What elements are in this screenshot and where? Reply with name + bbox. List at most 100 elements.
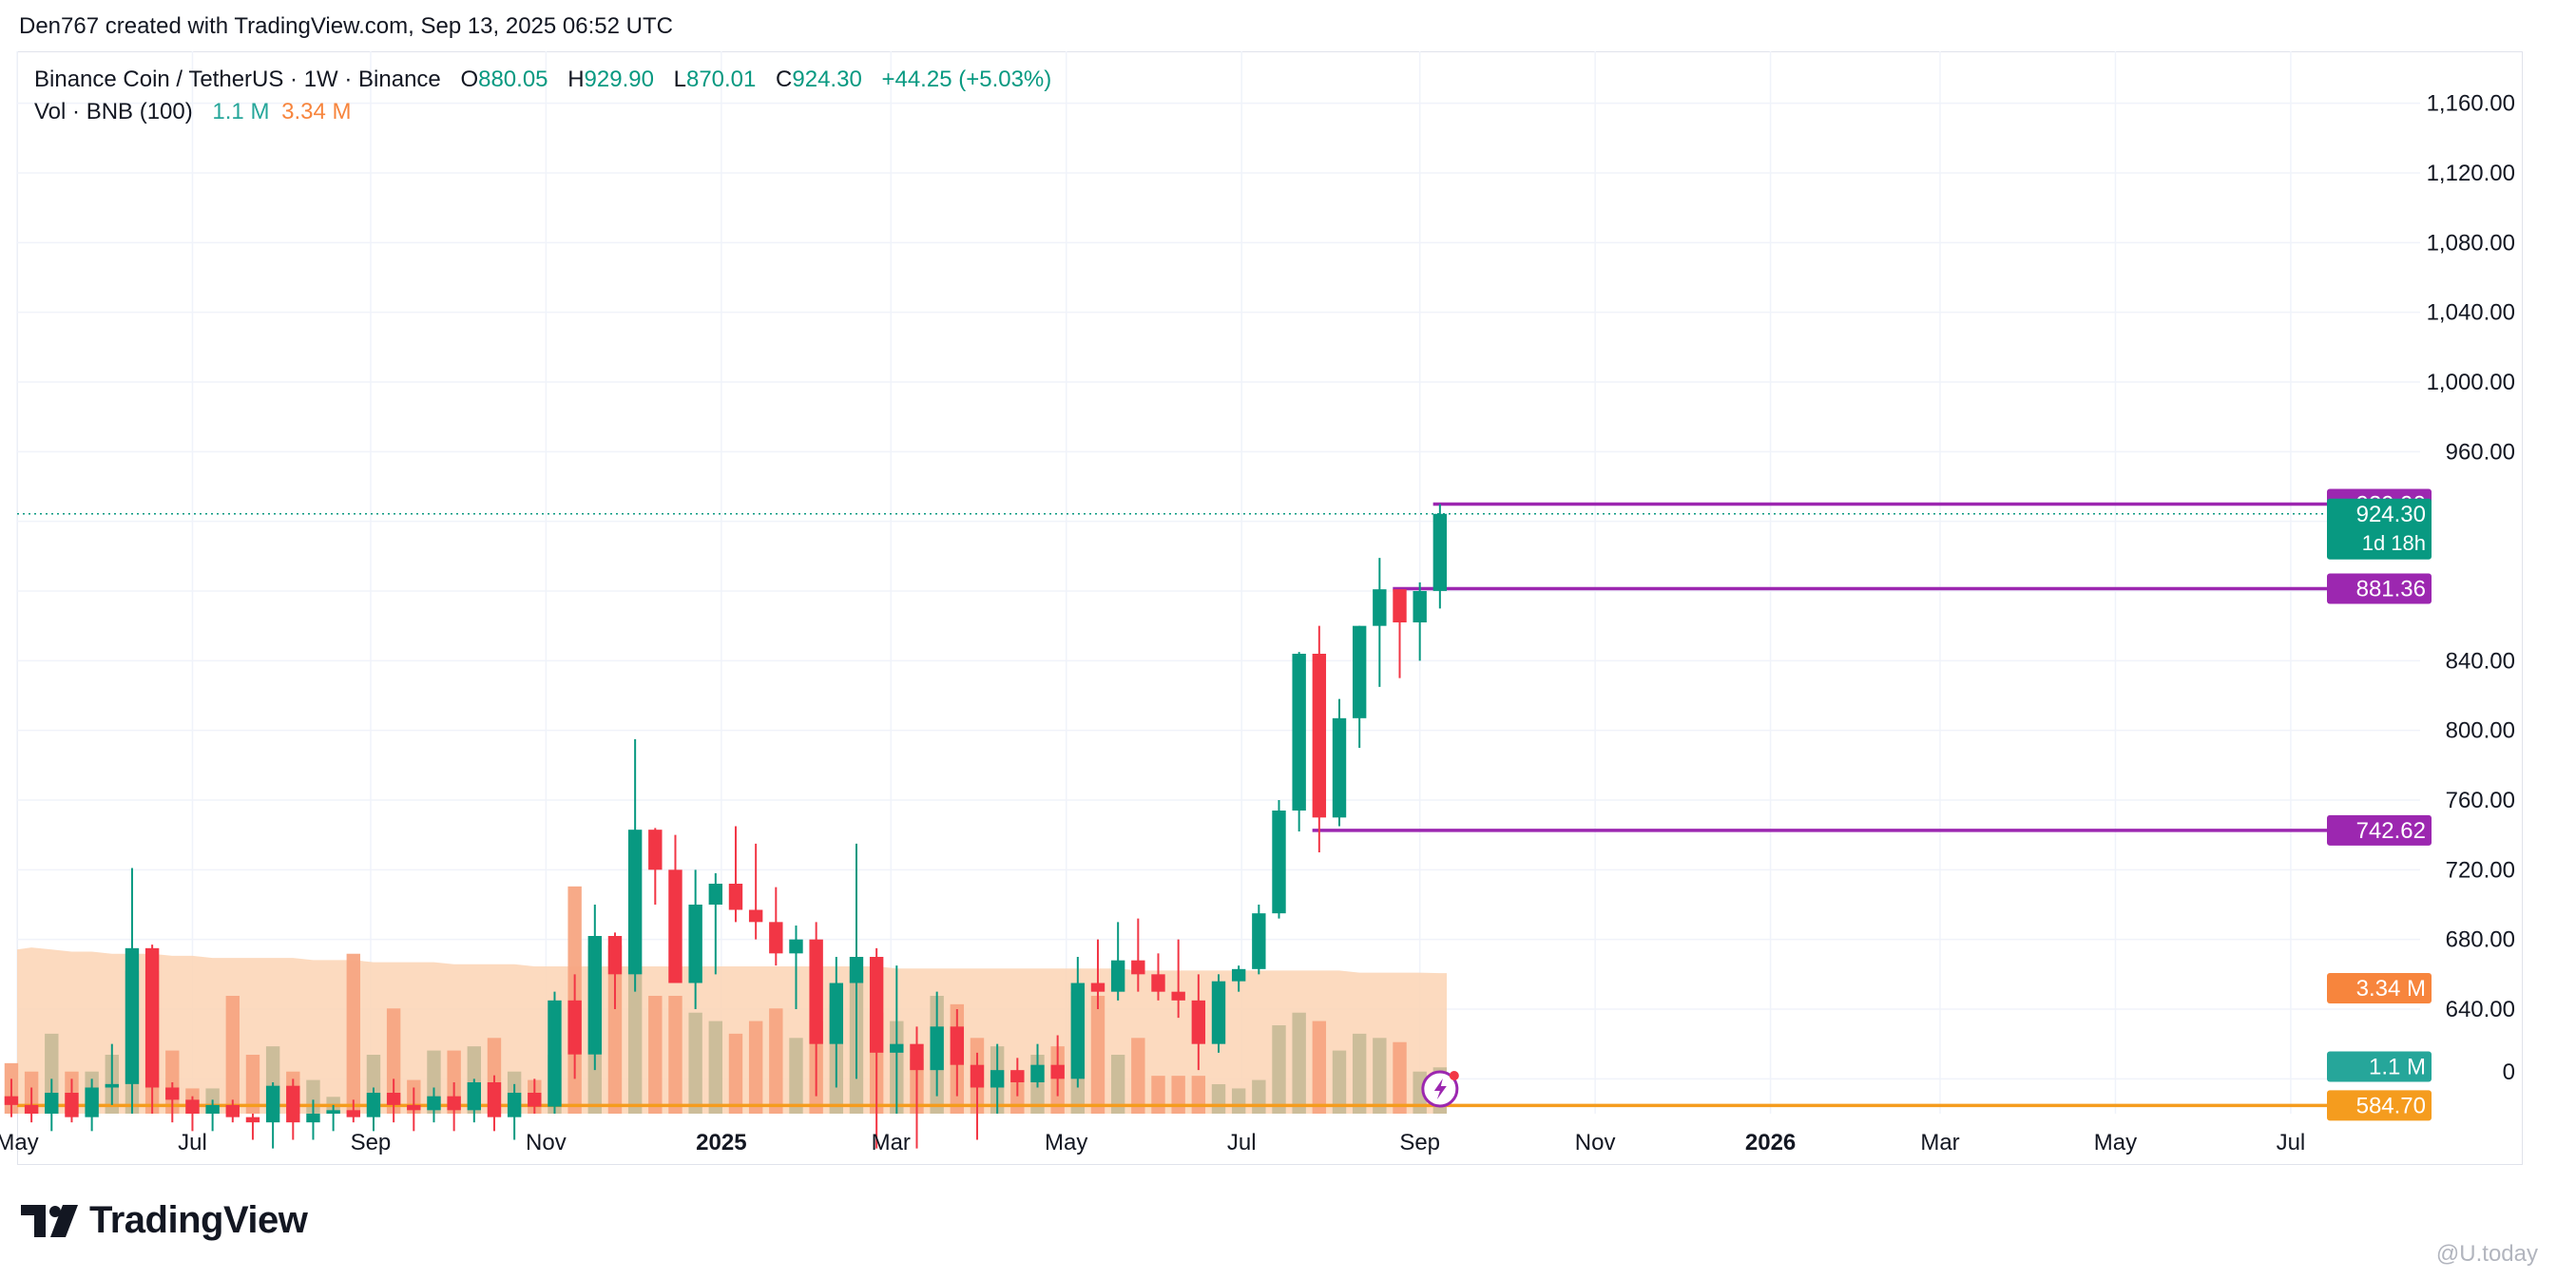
candle-body (306, 1114, 320, 1123)
y-axis-tick-label: 1,000.00 (2427, 370, 2515, 395)
candle-body (185, 1099, 200, 1114)
y-axis-tick-label: 1,120.00 (2427, 161, 2515, 186)
candle-body (809, 939, 823, 1044)
candle-body (1393, 589, 1407, 622)
y-axis-tick-label: 760.00 (2446, 788, 2515, 813)
candle-body (1231, 968, 1246, 982)
volume-bar (789, 1038, 803, 1114)
candle (950, 1009, 965, 1097)
candle-body (587, 936, 603, 1055)
candle-body (447, 1096, 461, 1111)
volume-bar (728, 1033, 743, 1114)
candle-body (1252, 913, 1266, 969)
candle-body (24, 1104, 39, 1114)
support-level-badge: 584.70 (2327, 1090, 2432, 1121)
x-axis-tick-label: May (1045, 1130, 1087, 1155)
legend-open-value: 880.05 (478, 67, 548, 92)
x-axis-tick-label: Sep (1399, 1130, 1440, 1155)
candle-body (4, 1096, 19, 1105)
candle (1110, 922, 1125, 1001)
candle (1010, 1058, 1025, 1097)
candle-body (1151, 974, 1165, 992)
candle (890, 965, 904, 1114)
candle-body (326, 1110, 340, 1114)
candle-body (487, 1082, 502, 1117)
volume-axis-badge: 3.34 M (2327, 973, 2432, 1003)
chart-legend-ohlc: Binance Coin / TetherUS · 1W · Binance O… (34, 67, 1051, 93)
candle-body (427, 1096, 441, 1111)
candle (286, 1079, 300, 1140)
chart-legend-volume: Vol · BNB (100) 1.1 M 3.34 M (34, 99, 351, 125)
candle (144, 945, 160, 1114)
volume-axis-badge: 1.1 M (2327, 1051, 2432, 1082)
candle (65, 1079, 79, 1123)
candle (789, 926, 803, 1009)
tradingview-logo-text: TradingView (89, 1199, 308, 1241)
candle-body (45, 1093, 59, 1114)
legend-change: +44.25 (+5.03%) (881, 67, 1052, 92)
candle (688, 869, 702, 1009)
candle-body (648, 830, 663, 870)
candle-body (286, 1085, 300, 1123)
candle-body (930, 1026, 944, 1071)
candle (105, 1043, 119, 1105)
candle (1191, 974, 1206, 1071)
candle (528, 1079, 542, 1114)
candle (407, 1087, 421, 1132)
candle-body (607, 936, 623, 975)
volume-bar (1393, 1041, 1407, 1114)
candle-body (265, 1085, 280, 1123)
volume-bar (386, 1008, 401, 1114)
volume-bar (1191, 1076, 1206, 1114)
candle (587, 905, 603, 1071)
candle (205, 1099, 220, 1132)
volume-bar (607, 945, 623, 1114)
candle-body (1070, 983, 1086, 1079)
support-level-badge-bg (2327, 1090, 2432, 1121)
x-axis-tick-label: Jul (1227, 1130, 1257, 1155)
y-axis-tick-label: 1,160.00 (2427, 91, 2515, 117)
attribution-text: Den767 created with TradingView.com, Sep… (19, 13, 673, 39)
candle (125, 868, 140, 1114)
volume-bar (1312, 1021, 1327, 1114)
candle (1292, 652, 1306, 831)
candle (708, 873, 723, 975)
candle (1272, 800, 1286, 919)
candle-body (1211, 981, 1226, 1044)
candle (1393, 589, 1407, 678)
candle (165, 1082, 180, 1123)
candle (869, 947, 884, 1149)
last-price-badge-countdown: 1d 18h (2362, 531, 2426, 555)
candle-body (1413, 591, 1427, 622)
candle-body (869, 957, 884, 1053)
candle (1432, 504, 1448, 609)
candle-body (65, 1093, 79, 1117)
candle (507, 1083, 522, 1140)
volume-axis-badge-text: 1.1 M (2369, 1055, 2426, 1080)
tradingview-logo[interactable]: TradingView (21, 1199, 308, 1242)
candle-body (950, 1026, 965, 1065)
price-chart[interactable]: 1,160.00 1,120.00 1,080.00 1,040.00 1,000.00… (0, 0, 2576, 1169)
y-axis: 1,160.00 1,120.00 1,080.00 1,040.00 1,000.00… (2427, 91, 2515, 1085)
candle (1151, 953, 1165, 1001)
candle-body (728, 884, 743, 910)
volume-bar (748, 1021, 763, 1114)
candle-body (1110, 960, 1125, 992)
x-axis-tick-label: Mar (872, 1130, 911, 1155)
last-price-badge-bg (2327, 498, 2432, 560)
candle (548, 991, 562, 1114)
candle (607, 932, 623, 1009)
legend-high-value: 929.90 (584, 67, 654, 92)
candle-body (910, 1043, 924, 1071)
candle-body (205, 1104, 220, 1114)
candle (648, 828, 663, 905)
candle (728, 826, 743, 923)
candle (910, 1026, 924, 1149)
volume-bar (1110, 1055, 1125, 1114)
candle-body (990, 1070, 1005, 1088)
candle (990, 1043, 1005, 1114)
candle-body (627, 830, 643, 975)
volume-axis-badge-bg (2327, 1051, 2432, 1082)
volume-bar (346, 953, 360, 1114)
watermark-text: @U.today (2435, 1241, 2538, 1267)
